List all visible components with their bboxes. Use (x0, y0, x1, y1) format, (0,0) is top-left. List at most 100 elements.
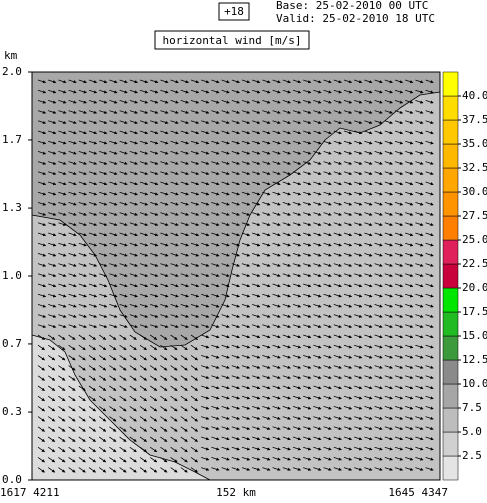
wind-arrow (37, 263, 47, 267)
wind-arrow (190, 202, 200, 206)
wind-arrow (58, 110, 67, 114)
wind-arrow (323, 263, 332, 267)
wind-arrow (313, 253, 322, 257)
wind-arrow (88, 140, 98, 145)
wind-arrow (282, 212, 291, 216)
wind-arrow (303, 181, 312, 186)
wind-arrow (323, 100, 332, 104)
wind-arrow (88, 110, 98, 114)
wind-arrow (394, 293, 404, 298)
wind-arrow (109, 171, 118, 175)
wind-arrow (88, 161, 98, 165)
wind-arrow (374, 273, 383, 277)
wind-arrow (241, 253, 251, 257)
wind-arrow (405, 242, 414, 247)
wind-arrow (241, 89, 251, 94)
colorbar-tick-label: 12.5 (462, 353, 487, 366)
wind-arrow (354, 273, 363, 277)
wind-arrow (180, 273, 189, 277)
wind-arrow (354, 130, 363, 135)
wind-arrow (150, 232, 159, 237)
wind-arrow (262, 79, 271, 84)
wind-arrow (180, 171, 189, 175)
wind-arrow (303, 171, 312, 175)
wind-arrow (333, 110, 342, 114)
wind-arrow (262, 191, 271, 196)
wind-arrow (180, 222, 189, 226)
wind-arrow (313, 110, 322, 114)
wind-arrow (252, 140, 261, 145)
wind-arrow (48, 140, 57, 145)
wind-arrow (425, 222, 434, 226)
wind-arrow (303, 151, 312, 155)
wind-arrow (37, 212, 47, 216)
wind-arrow (180, 151, 189, 155)
wind-arrow (292, 283, 302, 288)
wind-arrow (303, 89, 312, 94)
wind-arrow (88, 191, 98, 196)
wind-arrow (139, 161, 149, 165)
wind-arrow (160, 140, 169, 145)
wind-arrow (180, 89, 189, 94)
colorbar-tick-label: 32.5 (462, 161, 487, 174)
wind-arrow (272, 222, 281, 226)
wind-arrow (129, 191, 138, 196)
wind-arrow (415, 283, 424, 288)
wind-arrow (384, 110, 393, 114)
wind-arrow (37, 191, 47, 196)
wind-arrow (405, 161, 414, 165)
wind-arrow (58, 191, 67, 196)
wind-arrow (374, 293, 383, 298)
wind-arrow (231, 202, 240, 206)
wind-arrow (221, 110, 230, 114)
wind-arrow (68, 304, 77, 308)
wind-arrow (211, 253, 220, 257)
wind-arrow (323, 283, 332, 288)
wind-arrow (68, 273, 77, 277)
wind-arrow (139, 293, 149, 298)
colorbar-tick-label: 10.0 (462, 377, 487, 390)
wind-arrow (109, 151, 118, 155)
wind-arrow (99, 79, 108, 84)
wind-arrow (231, 110, 240, 114)
wind-arrow (241, 263, 251, 267)
wind-arrow (262, 100, 271, 104)
wind-arrow (150, 130, 159, 135)
wind-arrow (252, 100, 261, 104)
wind-arrow (394, 79, 404, 84)
wind-arrow (129, 212, 138, 216)
wind-arrow (58, 140, 67, 145)
wind-arrow (415, 79, 424, 84)
wind-arrow (323, 202, 332, 206)
wind-arrow (374, 89, 383, 94)
wind-arrow (241, 171, 251, 175)
wind-arrow (88, 181, 98, 186)
wind-arrow (109, 120, 118, 124)
y-tick-label: 1.7 (2, 133, 22, 146)
wind-arrow (241, 110, 251, 114)
wind-arrow (292, 151, 302, 155)
wind-arrow (150, 181, 159, 186)
wind-arrow (139, 140, 149, 145)
wind-arrow (374, 283, 383, 288)
wind-arrow (201, 212, 210, 216)
wind-arrow (58, 79, 67, 84)
wind-arrow (272, 161, 281, 165)
wind-arrow (160, 232, 169, 237)
wind-arrow (415, 242, 424, 247)
forecast-box (218, 2, 250, 21)
wind-arrow (292, 212, 302, 216)
wind-arrow (262, 293, 271, 298)
wind-arrow (109, 253, 118, 257)
wind-arrow (99, 181, 108, 186)
wind-arrow (425, 191, 434, 196)
wind-arrow (374, 120, 383, 124)
wind-arrow (405, 253, 414, 257)
wind-arrow (425, 140, 434, 145)
wind-arrow (364, 293, 373, 298)
wind-arrow (425, 151, 434, 155)
wind-arrow (48, 222, 57, 226)
wind-arrow (384, 253, 393, 257)
wind-arrow (68, 100, 77, 104)
